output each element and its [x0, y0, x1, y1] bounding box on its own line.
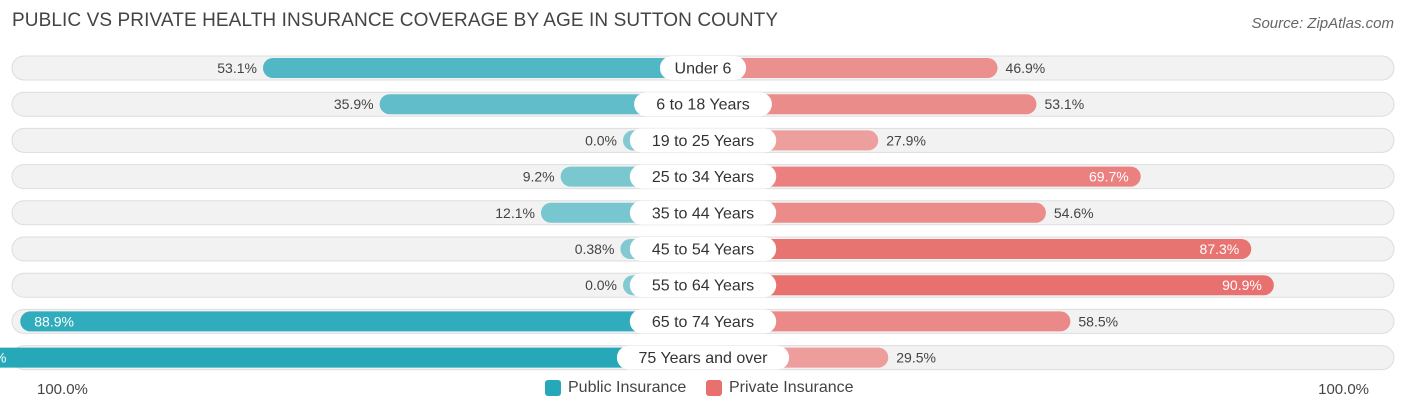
data-label-public: 35.9% — [334, 96, 374, 112]
bar-public — [20, 311, 704, 332]
legend-label-private: Private Insurance — [729, 379, 854, 396]
data-label-public: 100.0% — [0, 350, 6, 366]
bar-public — [379, 94, 703, 115]
category-label: 55 to 64 Years — [652, 278, 754, 295]
bar-public — [0, 347, 703, 368]
table-row: 65 to 74 Years 88.9% 58.5% — [11, 308, 1395, 334]
category-pill — [629, 200, 777, 225]
table-row: 55 to 64 Years 0.0% 90.9% — [11, 272, 1395, 298]
table-row: 19 to 25 Years 0.0% 27.9% — [11, 127, 1395, 153]
category-label: 45 to 54 Years — [652, 242, 754, 259]
chart-title: PUBLIC VS PRIVATE HEALTH INSURANCE COVER… — [12, 10, 779, 31]
data-label-private: 29.5% — [896, 350, 936, 366]
category-label: 35 to 44 Years — [652, 205, 754, 222]
data-label-private: 90.9% — [1222, 277, 1262, 293]
legend-swatch-private — [706, 380, 722, 396]
data-label-public: 12.1% — [495, 205, 535, 221]
table-row: 75 Years and over 100.0% 29.5% — [0, 345, 1395, 371]
bar-private — [703, 58, 998, 78]
table-row: Under 6 53.1% 46.9% — [11, 55, 1395, 81]
bar-private — [703, 202, 1046, 223]
legend: Public Insurance Private Insurance — [0, 379, 1406, 401]
category-pill — [659, 56, 747, 80]
axis-right-label: 100.0% — [1318, 381, 1369, 398]
data-label-public: 0.0% — [585, 277, 617, 293]
category-pill — [629, 237, 777, 261]
category-label: 19 to 25 Years — [652, 133, 754, 150]
table-row: 25 to 34 Years 9.2% 69.7% — [11, 164, 1395, 190]
category-label: 75 Years and over — [639, 350, 769, 367]
data-label-private: 69.7% — [1089, 169, 1129, 185]
table-row: 35 to 44 Years 12.1% 54.6% — [11, 200, 1395, 226]
data-label-private: 87.3% — [1200, 241, 1240, 257]
category-pill — [629, 309, 777, 334]
data-label-public: 53.1% — [217, 60, 257, 76]
legend-item-public: Public Insurance — [545, 379, 686, 397]
bar-public — [262, 58, 703, 78]
bar-private — [703, 311, 1071, 332]
data-label-private: 58.5% — [1078, 313, 1118, 329]
axis-left-label: 100.0% — [37, 381, 88, 398]
chart-canvas: Under 6 53.1% 46.9% 6 to 18 Years 35.9% 53.1%… — [0, 55, 1395, 371]
data-label-private: 53.1% — [1044, 96, 1084, 112]
category-pill — [616, 345, 790, 370]
data-label-private: 27.9% — [886, 132, 926, 148]
category-label: 25 to 34 Years — [652, 169, 754, 186]
bar-private — [703, 166, 1141, 187]
legend-swatch-public — [545, 380, 561, 396]
legend-label-public: Public Insurance — [568, 379, 687, 396]
data-label-public: 9.2% — [523, 169, 555, 185]
category-label: 6 to 18 Years — [656, 97, 749, 114]
category-label: 65 to 74 Years — [652, 314, 754, 331]
category-pill — [634, 92, 772, 117]
category-label: Under 6 — [675, 61, 732, 78]
category-pill — [629, 128, 777, 153]
table-row: 6 to 18 Years 35.9% 53.1% — [11, 91, 1395, 117]
category-pill — [629, 273, 777, 298]
legend-item-private: Private Insurance — [706, 379, 854, 397]
data-label-private: 46.9% — [1006, 60, 1046, 76]
data-label-public: 0.38% — [575, 241, 615, 257]
bar-private — [703, 94, 1037, 115]
table-row: 45 to 54 Years 0.38% 87.3% — [11, 236, 1395, 262]
data-label-private: 54.6% — [1054, 205, 1094, 221]
bar-private — [703, 239, 1252, 259]
source-note: Source: ZipAtlas.com — [1251, 15, 1394, 32]
bar-private — [703, 275, 1274, 296]
data-label-public: 0.0% — [585, 132, 617, 148]
category-pill — [629, 164, 777, 189]
data-label-public: 88.9% — [34, 313, 74, 329]
